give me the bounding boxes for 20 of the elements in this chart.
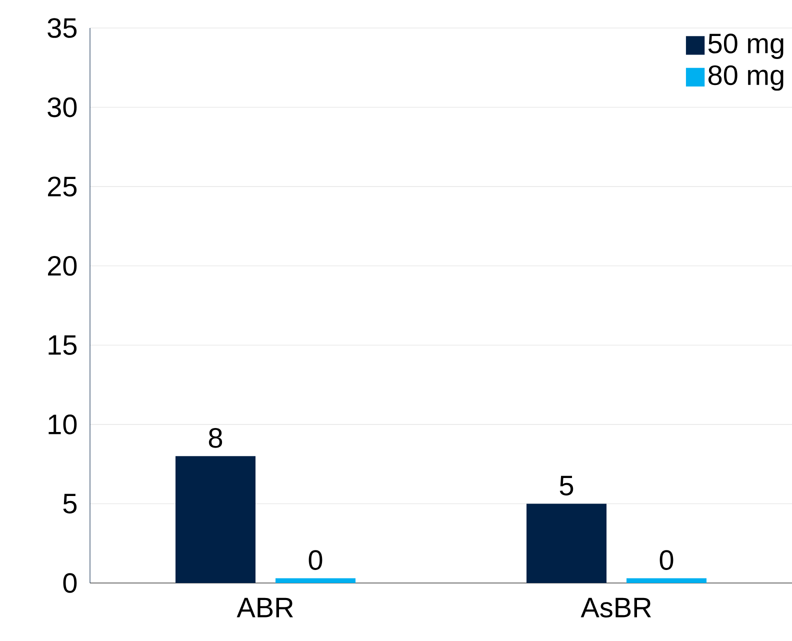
legend-label: 80 mg — [708, 65, 784, 91]
data-label: 8 — [208, 428, 222, 448]
y-tick-label: 35 — [48, 18, 77, 38]
data-label: 5 — [560, 476, 574, 496]
bar — [176, 456, 256, 583]
data-label: 0 — [660, 550, 674, 570]
y-tick-label: 5 — [63, 494, 77, 514]
y-tick-label: 25 — [48, 176, 77, 196]
y-tick-label: 10 — [48, 414, 77, 434]
legend-label: 50 mg — [708, 34, 784, 59]
y-tick-label: 30 — [48, 97, 77, 118]
x-tick-label: ABR — [236, 598, 293, 618]
bar — [626, 578, 707, 583]
bar — [276, 578, 356, 583]
y-tick-label: 15 — [48, 335, 77, 355]
data-label: 0 — [308, 550, 322, 570]
x-tick-label: AsBR — [580, 598, 651, 618]
bar — [526, 504, 607, 583]
y-tick-label: 20 — [48, 256, 77, 276]
y-tick-label: 0 — [63, 573, 77, 593]
